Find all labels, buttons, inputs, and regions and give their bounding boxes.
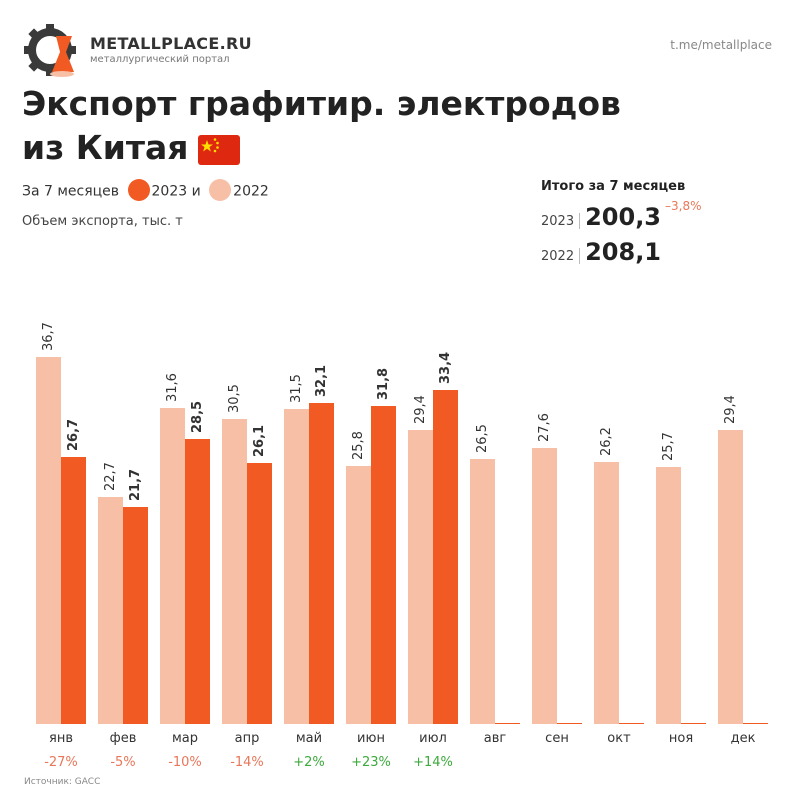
x-tick-label: ноя (669, 731, 693, 746)
data-label-2023: 32,1 (314, 365, 329, 397)
data-label-2023: 31,8 (376, 368, 391, 400)
brand-name: METALLPLACE.RU (90, 34, 252, 53)
bar-2022 (718, 430, 743, 724)
bar-2023 (185, 439, 210, 724)
totals-value: 200,3 (585, 203, 662, 231)
bar-2022 (532, 448, 557, 724)
change-label: -27% (44, 755, 78, 770)
bar-2022 (346, 466, 371, 724)
data-label-2022: 26,5 (475, 424, 490, 453)
legend-label-2023: 2023 и (151, 183, 201, 200)
bar-2023 (123, 507, 148, 724)
page-title: Экспорт графитир. электродов из Китая (22, 82, 621, 170)
data-label-2022: 29,4 (723, 395, 738, 424)
title-line-1: Экспорт графитир. электродов (22, 84, 621, 123)
title-line-2: из Китая (22, 128, 189, 167)
legend-label-2022: 2022 (233, 183, 269, 200)
data-label-2023: 33,4 (438, 352, 453, 384)
data-label-2022: 31,6 (165, 373, 180, 402)
bar-2022 (160, 408, 185, 724)
totals-year: 2023 (541, 214, 575, 229)
legend-swatch-2023 (127, 179, 150, 201)
divider (579, 247, 581, 264)
x-tick-label: май (296, 731, 322, 746)
bar-2022 (656, 467, 681, 724)
china-flag-icon (198, 134, 241, 165)
x-tick-label: июн (357, 731, 385, 746)
data-label-2022: 22,7 (103, 462, 118, 491)
bar-2022 (222, 419, 247, 724)
bar-2022 (98, 497, 123, 724)
data-label-2022: 25,7 (661, 432, 676, 461)
data-label-2022: 31,5 (289, 374, 304, 403)
bar-2022 (470, 459, 495, 724)
data-label-2022: 26,2 (599, 427, 614, 456)
data-label-2023: 28,5 (190, 401, 205, 433)
data-label-2023: 26,7 (66, 419, 81, 451)
x-tick-label: окт (607, 731, 631, 746)
change-label: -10% (168, 755, 202, 770)
change-label: -5% (110, 755, 135, 770)
x-tick-label: сен (545, 731, 569, 746)
totals-year: 2022 (541, 249, 575, 264)
x-tick-label: мар (172, 731, 198, 746)
legend-swatch-2022 (209, 179, 232, 201)
legend-prefix: За 7 месяцев (22, 183, 120, 200)
x-tick-label: дек (731, 731, 756, 746)
bar-2022 (594, 462, 619, 724)
unit-label: Объем экспорта, тыс. т (22, 214, 183, 229)
data-label-2022: 36,7 (41, 322, 56, 351)
data-label-2022: 30,5 (227, 384, 242, 413)
bar-2022 (408, 430, 433, 724)
bar-2023 (371, 406, 396, 724)
x-tick-label: янв (49, 731, 73, 746)
change-label: -14% (230, 755, 264, 770)
totals-change: –3,8% (665, 199, 702, 213)
brand-tagline: металлургический портал (90, 54, 230, 65)
bar-2023 (309, 403, 334, 724)
data-label-2022: 29,4 (413, 395, 428, 424)
bar-2022 (284, 409, 309, 724)
source-note: Источник: GACC (24, 777, 101, 787)
data-label-2022: 25,8 (351, 431, 366, 460)
totals-value: 208,1 (585, 238, 662, 266)
x-tick-label: июл (419, 731, 447, 746)
x-tick-label: фев (110, 731, 137, 746)
divider (579, 212, 581, 229)
x-tick-label: авг (484, 731, 507, 746)
data-label-2023: 21,7 (128, 469, 143, 501)
change-label: +14% (413, 755, 453, 770)
bar-2023 (433, 390, 458, 724)
data-label-2022: 27,6 (537, 413, 552, 442)
totals-row-2023: 2023 200,3 –3,8% (541, 199, 702, 231)
legend: За 7 месяцев 2023 и 2022 (22, 179, 269, 201)
totals-title: Итого за 7 месяцев (541, 179, 686, 194)
change-label: +2% (293, 755, 325, 770)
telegram-link[interactable]: t.me/metallplace (670, 38, 772, 52)
data-label-2023: 26,1 (252, 425, 267, 457)
change-label: +23% (351, 755, 391, 770)
bar-2023 (247, 463, 272, 724)
totals-row-2022: 2022 208,1 (541, 238, 661, 266)
gear-flask-icon (24, 24, 76, 77)
bar-2022 (36, 357, 61, 724)
x-tick-label: апр (235, 731, 260, 746)
bar-2023 (61, 457, 86, 724)
